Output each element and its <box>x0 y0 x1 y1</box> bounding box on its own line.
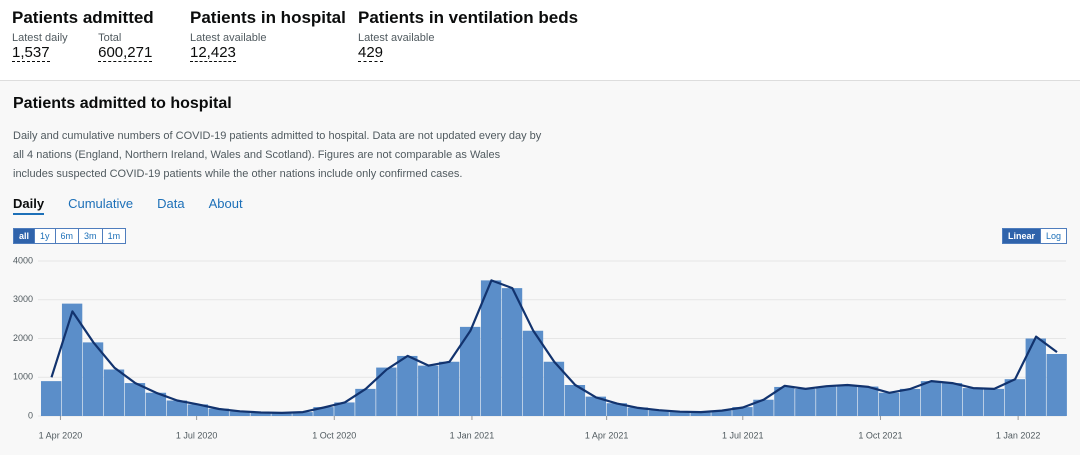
x-tick-label: 1 Oct 2020 <box>312 430 356 440</box>
x-tick-label: 1 Jan 2021 <box>450 430 495 440</box>
y-tick-label: 1000 <box>13 372 33 382</box>
bar <box>774 386 795 416</box>
y-tick-label: 4000 <box>13 255 33 265</box>
x-tick-label: 1 Apr 2020 <box>39 430 83 440</box>
bar <box>669 411 690 416</box>
bar <box>480 280 502 416</box>
bar <box>648 410 669 416</box>
stat-ventilation: Patients in ventilation beds Latest avai… <box>358 8 578 62</box>
tab[interactable]: About <box>208 196 243 211</box>
bar <box>837 385 858 416</box>
card-description: Daily and cumulative numbers of COVID-19… <box>13 130 542 180</box>
scale-buttons: Linear Log <box>1001 228 1067 244</box>
bar <box>40 381 62 416</box>
bar <box>187 404 208 416</box>
bar <box>229 411 250 416</box>
scale-button[interactable]: Linear <box>1001 228 1041 244</box>
bar <box>501 288 523 416</box>
stat-value[interactable]: 600,271 <box>98 44 153 62</box>
y-tick-label: 3000 <box>13 294 33 304</box>
range-button[interactable]: 3m <box>78 228 103 244</box>
bar <box>1025 338 1046 416</box>
bar <box>627 407 648 416</box>
bar <box>606 403 627 416</box>
bar <box>920 381 942 416</box>
bar <box>459 326 481 416</box>
card-title: Patients admitted to hospital <box>13 95 232 112</box>
average-line <box>50 279 1058 414</box>
tabs: Daily Cumulative Data About <box>13 196 267 215</box>
stat-hospital: Patients in hospital Latest available 12,… <box>190 8 346 62</box>
stat-title: Patients admitted <box>12 8 154 27</box>
bar <box>334 402 355 416</box>
bar <box>355 388 376 416</box>
range-button[interactable]: 1y <box>34 228 56 244</box>
bar <box>418 365 439 416</box>
x-tick-label: 1 Jan 2022 <box>996 430 1041 440</box>
stat-label: Latest daily <box>12 32 68 44</box>
bar <box>585 396 607 416</box>
bar <box>439 361 460 416</box>
stat-label: Latest available <box>190 32 267 44</box>
stat-label: Total <box>98 32 122 44</box>
bar <box>899 388 921 416</box>
bar <box>543 361 565 416</box>
bar <box>124 383 146 416</box>
stat-value[interactable]: 1,537 <box>12 44 50 62</box>
range-button[interactable]: all <box>13 228 36 244</box>
chart: 0 1000 2000 3000 4000 1 Apr 2020 1 Jul 2020 1 O… <box>13 255 1067 440</box>
bar <box>690 412 711 416</box>
stat-admitted: Patients admitted Latest daily 1,537 Tota… <box>12 8 178 62</box>
bar <box>732 407 753 416</box>
stat-value[interactable]: 429 <box>358 44 384 62</box>
tab[interactable]: Cumulative <box>68 196 134 211</box>
tab[interactable]: Daily <box>13 196 45 215</box>
stat-item: Latest daily 1,537 <box>12 28 68 62</box>
bar <box>878 392 900 416</box>
bar <box>795 388 816 416</box>
range-button[interactable]: 6m <box>54 228 80 244</box>
bar <box>858 386 879 416</box>
bar <box>250 412 271 416</box>
x-tick-label: 1 Jul 2020 <box>176 430 218 440</box>
x-tick-label: 1 Oct 2021 <box>858 430 902 440</box>
bar <box>208 408 229 416</box>
bar <box>1004 379 1025 416</box>
bar <box>103 369 125 416</box>
stat-item: Total 600,271 <box>98 28 153 62</box>
bar <box>711 410 732 416</box>
bar <box>397 355 418 416</box>
x-tick-label: 1 Apr 2021 <box>585 430 629 440</box>
x-tick-label: 1 Jul 2021 <box>722 430 764 440</box>
bar <box>941 383 963 416</box>
bar <box>983 388 1005 416</box>
scale-button[interactable]: Log <box>1039 228 1067 244</box>
bar <box>145 392 167 416</box>
stat-value[interactable]: 12,423 <box>190 44 236 62</box>
bar <box>522 330 544 416</box>
bar <box>313 407 334 416</box>
headline-bar: Patients admitted Latest daily 1,537 Tota… <box>0 0 1080 81</box>
range-button[interactable]: 1m <box>101 228 127 244</box>
bar <box>271 412 292 416</box>
bar <box>292 412 313 416</box>
bar <box>564 385 586 416</box>
tab[interactable]: Data <box>157 196 185 211</box>
bar <box>1046 354 1067 416</box>
range-buttons: all 1y 6m 3m 1m <box>13 228 127 244</box>
bar <box>753 399 774 416</box>
y-tick-label: 2000 <box>13 333 33 343</box>
bar <box>166 400 188 416</box>
bar <box>962 388 984 416</box>
bar <box>376 367 397 416</box>
stat-title: Patients in hospital <box>190 8 346 27</box>
bar <box>82 342 104 416</box>
stat-label: Latest available <box>358 32 435 44</box>
stat-title: Patients in ventilation beds <box>358 8 579 27</box>
bar <box>816 386 837 416</box>
y-tick-label: 0 <box>28 410 33 420</box>
